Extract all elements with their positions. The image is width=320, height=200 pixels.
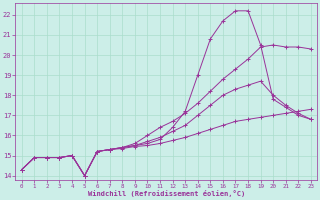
X-axis label: Windchill (Refroidissement éolien,°C): Windchill (Refroidissement éolien,°C) bbox=[88, 190, 245, 197]
